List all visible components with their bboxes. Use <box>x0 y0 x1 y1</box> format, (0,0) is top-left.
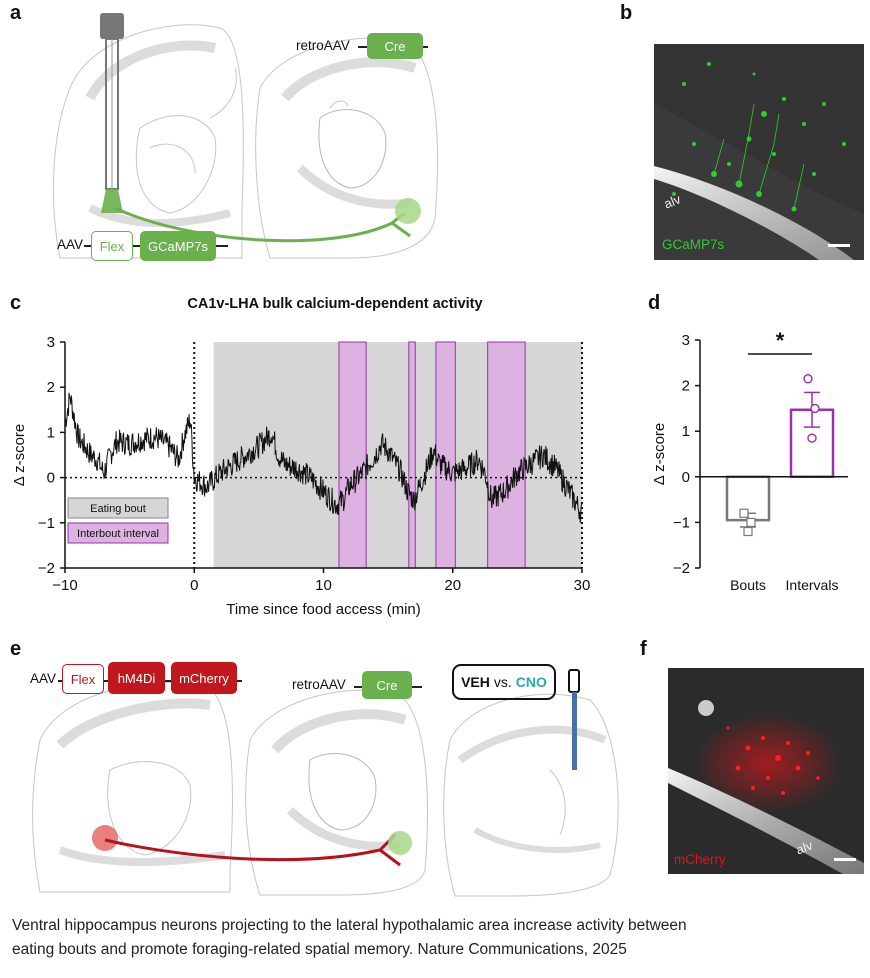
mcherry-expression-f <box>693 713 843 813</box>
cannula-shaft <box>572 692 577 770</box>
legend-swatch-bout <box>67 497 169 519</box>
y-tick-label-d: 2 <box>682 378 690 395</box>
category-label-1: Intervals <box>786 577 839 593</box>
data-point <box>746 517 756 527</box>
y-tick-label-c: 3 <box>47 334 55 351</box>
cannula-cap <box>568 669 580 693</box>
cre-chip-e: Cre <box>362 671 412 699</box>
retro-aav-label-a: retroAAV <box>296 38 350 53</box>
lha-injection-site <box>395 198 421 224</box>
retro-aav-label-e: retroAAV <box>292 677 346 692</box>
x-axis-label-c: Time since food access (min) <box>226 601 421 618</box>
eating-bout-region <box>213 342 582 568</box>
caption-line-2: eating bouts and promote foraging-relate… <box>12 941 627 958</box>
panel-e-letter: e <box>10 638 22 660</box>
panel-a-schematic <box>52 13 438 259</box>
x-tick-label-c: 20 <box>444 577 461 594</box>
bout-interval-bar-chart: Bouts Intervals −2 −1 0 1 2 3 Δ z-score * <box>651 328 848 593</box>
y-tick-label-d: 0 <box>682 469 690 486</box>
x-tick-label-c: 10 <box>315 577 332 594</box>
y-tick-label-d: 3 <box>682 332 690 349</box>
flex-chip-e: Flex <box>62 664 104 694</box>
data-point <box>743 526 753 537</box>
y-tick-label-c: 0 <box>47 470 55 487</box>
bar-bouts <box>725 475 771 522</box>
caption-line-1: Ventral hippocampus neurons projecting t… <box>12 917 687 934</box>
gcamp-stain-label-b: GCaMP7s <box>662 237 725 252</box>
flex-chip-a: Flex <box>91 231 133 261</box>
y-tick-label-d: −1 <box>673 514 690 531</box>
cre-chip-a: Cre <box>367 33 423 59</box>
legend-label-interval: Interbout interval <box>77 528 159 540</box>
calcium-trace-line <box>64 392 583 523</box>
mcherry-stain-label-f: mCherry <box>674 852 726 867</box>
y-tick-label-d: 1 <box>682 423 690 440</box>
vhpc-injection-site <box>92 825 118 851</box>
interbout-interval-0 <box>338 341 367 569</box>
fiber-light-cone <box>101 189 123 213</box>
figure-caption: Ventral hippocampus neurons projecting t… <box>12 914 862 962</box>
projection-axon-e <box>104 833 397 862</box>
alveus-band-b <box>654 166 854 260</box>
micrograph-b: alv GCaMP7s <box>654 44 864 260</box>
cno-label: CNO <box>515 674 547 690</box>
significance-star: * <box>776 328 785 353</box>
gcamp-chip-a: GCaMP7s <box>140 231 216 261</box>
hm4di-chip: hM4Di <box>108 662 165 694</box>
y-axis-label-d: Δ z-score <box>651 423 668 486</box>
micrograph-f: alv mCherry <box>668 668 864 874</box>
data-point <box>739 508 749 518</box>
brain-section-left <box>52 24 244 259</box>
interbout-interval-3 <box>487 341 526 569</box>
projection-axon <box>114 206 406 243</box>
vs-label: vs. <box>493 674 512 690</box>
y-tick-label-c: 1 <box>47 424 55 441</box>
y-axis-label-c: Δ z-score <box>11 424 28 487</box>
data-point <box>803 374 813 384</box>
aav-label-a: AAV <box>57 237 84 252</box>
y-tick-label-d: −2 <box>673 560 690 577</box>
mcherry-chip: mCherry <box>171 662 237 694</box>
x-tick-label-c: 30 <box>574 577 591 594</box>
veh-label: VEH <box>461 674 490 690</box>
scale-bar-b <box>828 244 850 247</box>
legend-label-bout: Eating bout <box>90 503 146 515</box>
mcherry-cells-f <box>726 726 820 795</box>
x-tick-label-c: −10 <box>52 577 77 594</box>
fiber-ferrule <box>100 13 124 39</box>
panel-d-letter: d <box>648 292 661 314</box>
category-label-0: Bouts <box>730 577 766 593</box>
alveus-band-f <box>668 768 864 874</box>
data-point <box>810 403 820 414</box>
panel-b-letter: b <box>620 2 633 24</box>
lha-injection-site-e <box>388 831 412 855</box>
brain-section-e3 <box>443 693 619 897</box>
data-point <box>807 433 817 443</box>
legend-swatch-interval <box>67 522 169 544</box>
brain-section-e1 <box>32 682 233 893</box>
panel-a-letter: a <box>10 2 22 24</box>
y-tick-label-c: −1 <box>38 515 55 532</box>
x-tick-label-c: 0 <box>190 577 198 594</box>
interbout-interval-1 <box>408 341 416 569</box>
scale-bar-f <box>834 858 856 861</box>
y-tick-label-c: −2 <box>38 560 55 577</box>
panel-e-schematic <box>32 669 619 897</box>
veh-vs-cno-box: VEH vs. CNO <box>452 664 556 700</box>
panel-c-letter: c <box>10 292 22 314</box>
brain-section-e2 <box>245 689 428 896</box>
legend-c: Eating bout Interbout interval <box>67 497 169 544</box>
brain-section-right <box>255 37 438 259</box>
y-tick-label-c: 2 <box>47 379 55 396</box>
panel-f-letter: f <box>640 638 647 660</box>
chart-c-title: CA1v-LHA bulk calcium-dependent activity <box>187 296 483 312</box>
aav-label-e: AAV <box>30 671 57 686</box>
